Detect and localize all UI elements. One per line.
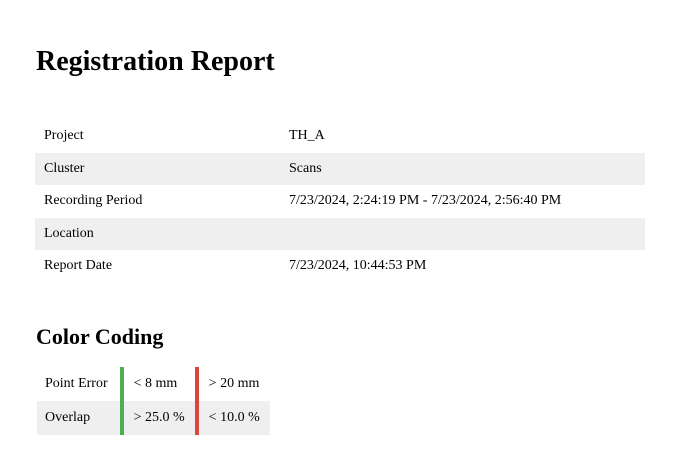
color-coding-table: Point Error < 8 mm > 20 mm Overlap > 25.… [37, 367, 270, 435]
info-row-project: Project TH_A [35, 120, 645, 153]
page-title: Registration Report [36, 46, 275, 77]
bad-threshold: > 20 mm [194, 367, 270, 401]
info-key: Project [44, 128, 84, 144]
report-info-table: Project TH_A Cluster Scans Recording Per… [35, 120, 645, 283]
info-row-recording-period: Recording Period 7/23/2024, 2:24:19 PM -… [35, 185, 645, 218]
info-key: Recording Period [44, 193, 143, 209]
color-row-overlap: Overlap > 25.0 % < 10.0 % [37, 401, 270, 435]
info-value: TH_A [289, 128, 325, 144]
info-row-report-date: Report Date 7/23/2024, 10:44:53 PM [35, 250, 645, 283]
info-value: Scans [280, 152, 645, 185]
info-value: 7/23/2024, 10:44:53 PM [289, 258, 427, 274]
color-coding-heading: Color Coding [36, 324, 164, 349]
metric-label: Point Error [45, 376, 108, 391]
color-row-point-error: Point Error < 8 mm > 20 mm [37, 367, 270, 401]
bad-threshold: < 10.0 % [194, 401, 270, 435]
info-row-cluster: Cluster Scans [35, 152, 645, 185]
info-value: 7/23/2024, 2:24:19 PM - 7/23/2024, 2:56:… [289, 193, 562, 209]
info-key: Cluster [35, 152, 280, 185]
info-row-location: Location [35, 217, 645, 250]
good-threshold: < 8 mm [119, 367, 197, 401]
info-value [280, 217, 645, 250]
good-threshold: > 25.0 % [119, 401, 197, 435]
info-key: Report Date [44, 258, 113, 274]
metric-label: Overlap [37, 401, 122, 435]
info-key: Location [35, 217, 280, 250]
